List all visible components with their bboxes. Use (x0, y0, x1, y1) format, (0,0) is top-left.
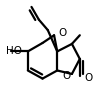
Text: O: O (58, 28, 67, 38)
Text: O: O (84, 73, 92, 83)
Text: O: O (62, 71, 70, 81)
Text: HO: HO (6, 46, 22, 56)
